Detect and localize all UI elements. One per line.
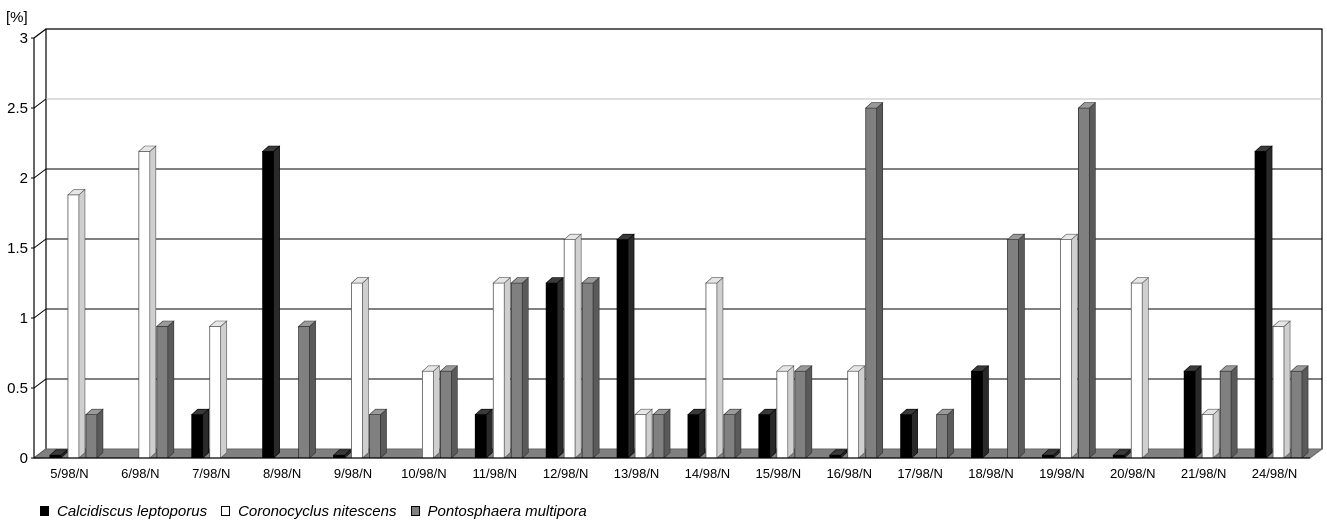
legend-label: Coronocyclus nitescens: [238, 502, 397, 520]
bar: [190, 408, 210, 459]
chart-bars: [49, 101, 1309, 459]
bar: [421, 365, 441, 459]
bar: [846, 365, 866, 459]
bar: [510, 276, 530, 459]
bar: [49, 449, 68, 459]
x-tick-label: 21/98/N: [1181, 466, 1227, 481]
x-tick-label: 12/98/N: [543, 466, 589, 481]
bar: [439, 365, 459, 459]
bar: [85, 408, 104, 459]
bar: [1130, 276, 1150, 459]
bar: [1272, 320, 1291, 459]
bar: [1077, 101, 1097, 459]
y-axis: 0 0.5 1 1.5 2 2.5 3: [7, 30, 35, 467]
x-tick-label: 6/98/N: [121, 466, 159, 481]
bar-chart: 0 0.5 1 1.5 2 2.5 3 5/98/N 6/98/N 7/98/N 8/98/N 9/…: [6, 9, 1324, 481]
x-tick-label: 18/98/N: [968, 466, 1014, 481]
bar: [970, 365, 990, 459]
legend-item-coronocyclus: Coronocyclus nitescens: [221, 502, 397, 520]
bar: [1183, 365, 1202, 459]
legend-swatch-black: [40, 506, 49, 516]
bar: [1006, 233, 1026, 459]
y-tick-label: 3: [20, 30, 28, 47]
bar: [794, 365, 813, 459]
bar: [332, 449, 352, 459]
bar: [1041, 449, 1061, 459]
y-tick-label: 1: [20, 310, 28, 327]
bar: [492, 276, 512, 459]
y-tick-label: 2.5: [7, 100, 28, 117]
y-tick-label: 1.5: [7, 240, 28, 257]
bar: [652, 408, 671, 459]
bar: [634, 408, 653, 459]
x-tick-label: 10/98/N: [401, 466, 447, 481]
x-tick-label: 15/98/N: [756, 466, 802, 481]
bar: [67, 188, 86, 459]
x-tick-label: 17/98/N: [897, 466, 943, 481]
bar: [368, 408, 388, 459]
x-tick-label: 5/98/N: [50, 466, 88, 481]
bar: [350, 276, 370, 459]
x-tick-label: 14/98/N: [685, 466, 731, 481]
y-tick-label: 0: [20, 450, 28, 467]
legend-item-pontosphaera: Pontosphaera multipora: [410, 502, 587, 520]
bar: [297, 320, 317, 459]
legend-item-calcidiscus: Calcidiscus leptoporus: [40, 503, 207, 520]
bar: [1219, 365, 1238, 459]
legend-swatch-gray: [410, 506, 420, 516]
bar: [776, 365, 795, 459]
y-tick-label: 2: [20, 170, 28, 187]
bar: [563, 233, 582, 459]
bar: [899, 408, 919, 459]
chart-grid: [32, 28, 1323, 459]
x-tick-label: 13/98/N: [614, 466, 660, 481]
bar: [1112, 449, 1132, 459]
bar: [1254, 145, 1273, 459]
bar: [1059, 233, 1079, 459]
back-wall: [32, 28, 1323, 459]
bar: [261, 145, 281, 459]
bar: [138, 145, 157, 459]
x-axis: 5/98/N 6/98/N 7/98/N 8/98/N 9/98/N 10/98/N 11/…: [34, 457, 1310, 481]
bar: [616, 233, 635, 459]
bar: [1290, 365, 1309, 459]
bar: [705, 276, 724, 459]
x-tick-label: 8/98/N: [263, 466, 301, 481]
y-tick-label: 0.5: [7, 380, 28, 397]
legend-label: Pontosphaera multipora: [427, 502, 587, 520]
bar: [758, 408, 777, 459]
bar: [1201, 408, 1220, 459]
x-tick-label: 20/98/N: [1110, 466, 1156, 481]
x-tick-label: 11/98/N: [472, 466, 517, 481]
x-tick-label: 7/98/N: [192, 466, 230, 481]
bar: [864, 101, 884, 459]
bar: [208, 320, 228, 459]
bar: [687, 408, 706, 459]
bar: [474, 408, 494, 459]
legend-swatch-white: [221, 506, 231, 516]
legend-label: Calcidiscus leptoporus: [57, 502, 208, 520]
bar: [581, 276, 600, 459]
bar: [156, 320, 175, 459]
bar: [935, 408, 955, 459]
x-tick-label: 24/98/N: [1252, 466, 1298, 481]
y-axis-unit-label: [%]: [6, 9, 28, 26]
x-tick-label: 19/98/N: [1039, 466, 1085, 481]
x-tick-label: 16/98/N: [826, 466, 872, 481]
chart-legend: Calcidiscus leptoporus Coronocyclus nite…: [40, 500, 601, 522]
bar: [723, 408, 742, 459]
x-tick-label: 9/98/N: [334, 466, 372, 481]
bar: [545, 276, 564, 459]
